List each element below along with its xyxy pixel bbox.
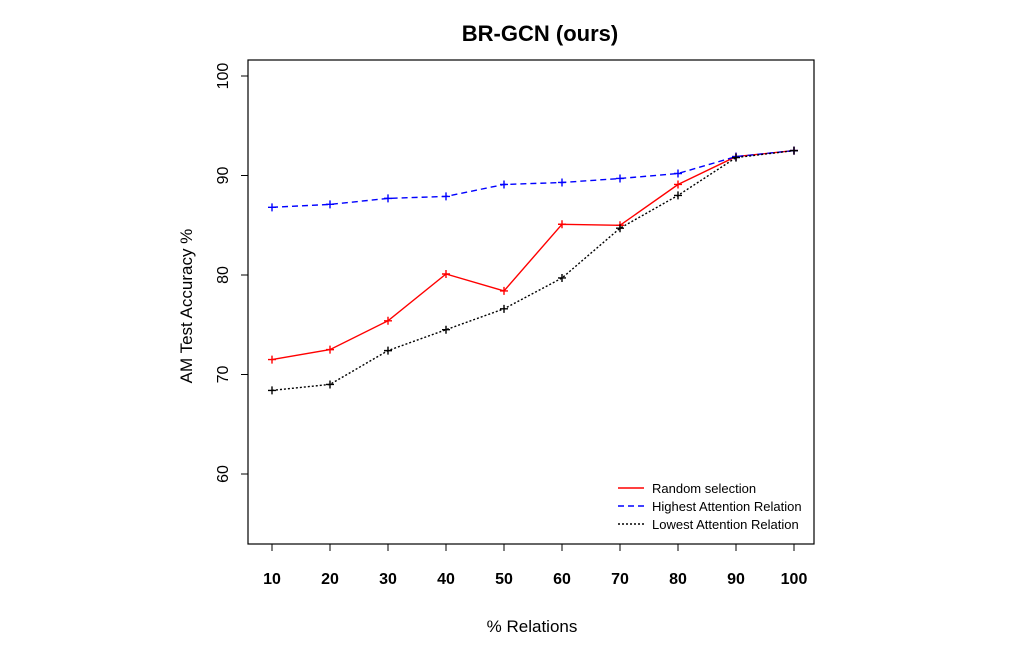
series-line [271,149,795,208]
x-tick-label: 50 [495,571,513,588]
legend-label: Highest Attention Relation [652,499,802,514]
x-tick-label: 70 [611,571,629,588]
legend-label: Random selection [652,481,756,496]
data-point [674,169,682,178]
y-tick-label: 70 [215,366,232,384]
data-point [500,304,508,313]
y-axis-label: AM Test Accuracy % [177,229,196,384]
data-point [442,325,450,334]
x-axis: 10 20 30 40 50 60 70 80 90 100 [263,543,808,588]
series-line [271,149,795,392]
legend-label: Lowest Attention Relation [652,517,799,532]
series-1 [268,146,798,364]
x-tick-label: 30 [379,571,397,588]
data-point [384,346,392,355]
data-point [384,316,392,325]
data-point [732,153,740,162]
data-point [442,192,450,201]
y-tick-label: 60 [215,465,232,483]
legend: Random selection Highest Attention Relati… [618,481,802,532]
series-layer [268,146,798,395]
data-point [268,203,276,212]
series-3 [268,146,798,395]
x-tick-label: 60 [553,571,571,588]
data-point [558,220,566,229]
data-point [790,146,798,155]
data-point [674,180,682,189]
y-tick-label: 100 [215,63,232,90]
y-axis: 60 70 80 90 100 [215,63,249,483]
data-point [326,380,334,389]
x-tick-label: 20 [321,571,339,588]
x-tick-label: 40 [437,571,455,588]
data-point [616,174,624,183]
data-point [674,191,682,200]
x-tick-label: 80 [669,571,687,588]
data-point [500,286,508,295]
series-line [271,149,795,361]
data-point [326,345,334,354]
plot-frame [247,59,815,545]
chart-title: BR-GCN (ours) [462,21,618,46]
data-point [326,200,334,209]
data-point [558,178,566,187]
y-tick-label: 80 [215,266,232,284]
x-tick-label: 90 [727,571,745,588]
data-point [268,355,276,364]
x-tick-label: 10 [263,571,281,588]
y-tick-label: 90 [215,167,232,185]
data-point [268,386,276,395]
data-point [384,194,392,203]
x-tick-label: 100 [781,571,808,588]
data-point [500,180,508,189]
data-point [616,224,624,233]
data-point [442,270,450,279]
data-point [558,273,566,282]
x-axis-label: % Relations [487,617,578,636]
series-2 [268,146,798,212]
